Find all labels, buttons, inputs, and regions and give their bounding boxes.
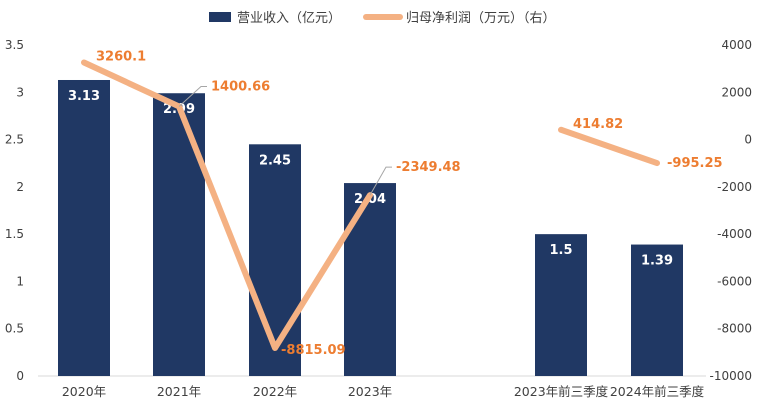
right-axis-tick: -8000 — [717, 322, 752, 336]
category-axis: 2020年 2021年 2022年 2023年 2023年前三季度 2024年前三季度 — [62, 384, 705, 399]
line-label-leader — [178, 85, 207, 107]
left-axis-tick: 0.5 — [5, 322, 24, 336]
left-axis-tick: 1.5 — [5, 227, 24, 241]
category-label: 2024年前三季度 — [610, 384, 705, 399]
bar — [631, 244, 683, 376]
category-label: 2022年 — [253, 384, 297, 399]
right-axis-tick: -4000 — [717, 227, 752, 241]
line-value-label: 1400.66 — [211, 79, 270, 94]
left-axis-tick: 3 — [16, 85, 24, 99]
left-axis-tick: 2 — [16, 180, 24, 194]
line-value-label: 414.82 — [573, 117, 623, 132]
category-label: 2020年 — [62, 384, 106, 399]
bar — [535, 234, 587, 376]
line-segment — [81, 59, 373, 351]
right-axis-tick: -2000 — [717, 180, 752, 194]
legend: 营业收入（亿元） 归母净利润（万元）（右） — [209, 11, 556, 26]
bar-value-label: 1.5 — [549, 243, 572, 258]
line-value-label: -995.25 — [667, 156, 723, 171]
left-axis-tick: 2.5 — [5, 133, 24, 147]
category-label: 2021年 — [157, 384, 201, 399]
bar-value-label: 2.45 — [259, 153, 291, 168]
bar — [153, 93, 205, 376]
line-value-label: 3260.1 — [96, 49, 146, 64]
right-axis-tick: 2000 — [721, 85, 752, 99]
bar-value-label: 3.13 — [68, 89, 100, 104]
left-axis-tick: 3.5 — [5, 38, 24, 52]
line-segment — [558, 126, 660, 167]
category-label: 2023年前三季度 — [514, 384, 609, 399]
legend-swatch-revenue — [209, 12, 231, 22]
right-axis-tick: -6000 — [717, 274, 752, 288]
right-axis: -10000 -8000 -6000 -4000 -2000 0 2000 4000 — [709, 38, 752, 383]
bar — [58, 79, 110, 377]
line-series: 3260.1 1400.66 -8815.09 -2349.48 414.82 -995.… — [81, 49, 723, 358]
right-axis-tick: 0 — [744, 133, 752, 147]
bar — [249, 144, 301, 376]
category-label: 2023年 — [348, 384, 392, 399]
left-axis-tick: 1 — [16, 274, 24, 288]
legend-label-profit: 归母净利润（万元）（右） — [406, 11, 556, 26]
bar — [344, 183, 396, 376]
left-axis: 0 0.5 1 1.5 2 2.5 3 3.5 — [5, 38, 24, 383]
right-axis-tick: -10000 — [709, 369, 752, 383]
bar-series: 3.132.992.452.041.51.39 — [58, 79, 683, 377]
bar-value-label: 1.39 — [641, 254, 673, 269]
line-value-label: -2349.48 — [396, 160, 461, 175]
legend-label-revenue: 营业收入（亿元） — [237, 11, 341, 26]
line-value-label: -8815.09 — [281, 343, 346, 358]
right-axis-tick: 4000 — [721, 38, 752, 52]
left-axis-tick: 0 — [16, 369, 24, 383]
line-label-leader — [369, 166, 392, 196]
